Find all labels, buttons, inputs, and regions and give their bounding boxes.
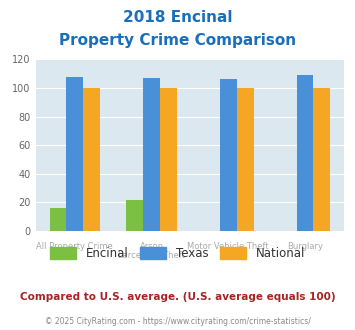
Text: Compared to U.S. average. (U.S. average equals 100): Compared to U.S. average. (U.S. average … (20, 292, 335, 302)
Bar (143, 78, 160, 231)
Bar (220, 80, 237, 231)
Bar (237, 88, 253, 231)
Bar (313, 88, 330, 231)
Bar (126, 200, 143, 231)
Bar (160, 88, 177, 231)
Text: Arson: Arson (140, 243, 164, 251)
Text: Property Crime Comparison: Property Crime Comparison (59, 33, 296, 48)
Text: Burglary: Burglary (287, 243, 323, 251)
Bar (83, 88, 100, 231)
Text: 2018 Encinal: 2018 Encinal (123, 10, 232, 25)
Bar (66, 77, 83, 231)
Text: © 2025 CityRating.com - https://www.cityrating.com/crime-statistics/: © 2025 CityRating.com - https://www.city… (45, 317, 310, 326)
Text: Motor Vehicle Theft: Motor Vehicle Theft (187, 243, 269, 251)
Bar (296, 75, 313, 231)
Text: All Property Crime: All Property Crime (37, 243, 113, 251)
Text: Larceny & Theft: Larceny & Theft (118, 251, 185, 260)
Legend: Encinal, Texas, National: Encinal, Texas, National (45, 242, 310, 265)
Bar (50, 208, 66, 231)
